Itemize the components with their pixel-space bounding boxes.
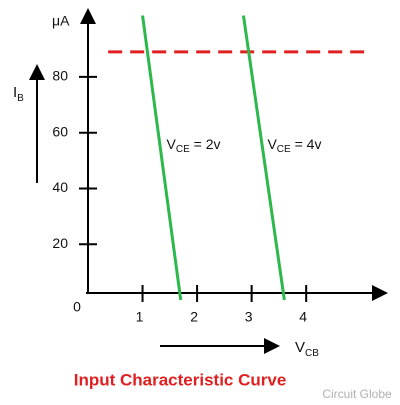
curve <box>141 15 183 301</box>
label-rest: = 4v <box>291 136 322 152</box>
label-main: V <box>267 136 277 152</box>
y-unit: μA <box>52 13 70 29</box>
label-rest: = 2v <box>190 136 221 152</box>
y-tick-label: 20 <box>52 235 68 251</box>
curve-label: VCE = 4v <box>267 136 321 155</box>
watermark: Circuit Globe <box>322 387 392 401</box>
x-tick-label: 4 <box>299 309 307 325</box>
y-tick-label: 40 <box>52 179 68 195</box>
x-tick-label: 3 <box>245 309 253 325</box>
x-tick-label: 2 <box>190 309 198 325</box>
label-sub: CE <box>277 144 291 155</box>
x-tick-label: 1 <box>136 309 144 325</box>
y-tick-label: 60 <box>52 123 68 139</box>
curve-label: VCE = 2v <box>167 136 221 155</box>
label-main: V <box>167 136 177 152</box>
chart-title: Input Characteristic Curve <box>74 370 287 389</box>
origin-label: 0 <box>73 299 81 315</box>
y-axis-label: IB <box>13 84 24 104</box>
x-axis-label: VCB <box>295 339 319 359</box>
y-tick-label: 80 <box>52 68 68 84</box>
curve <box>241 15 286 301</box>
label-sub: CE <box>176 144 190 155</box>
